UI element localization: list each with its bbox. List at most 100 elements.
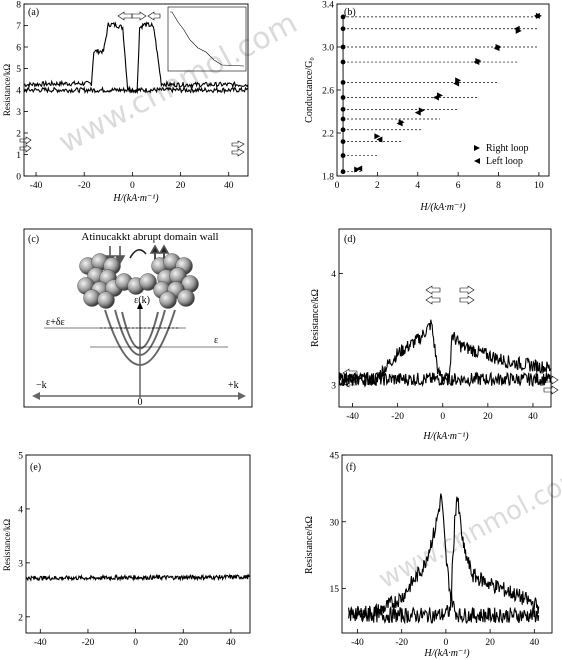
right-arrow-icon [231, 148, 245, 157]
panel-d-series-2 [338, 332, 552, 388]
watermark-2: www.cnnmol.com [374, 461, 562, 595]
y-tick-label: 2.2 [322, 130, 334, 140]
panel-a-label: (a) [28, 7, 39, 18]
panel-d-xlabel: H/(kA·m⁻¹) [422, 431, 469, 442]
panel-e-ticks: -40 -20 0 20 40 2 3 4 5 [18, 452, 236, 649]
panel-a-series-2 [23, 21, 249, 94]
panel-f-frame [341, 454, 553, 634]
panel-c-label: (c) [28, 234, 39, 245]
panel-f-xlabel: H/(kA·m⁻¹) [423, 648, 470, 659]
x-tick-label: 0 [133, 638, 138, 648]
y-tick-label: 3 [18, 559, 23, 569]
panel-d-data [338, 319, 552, 388]
x-tick-label: -20 [82, 638, 95, 648]
left-arrow-icon [425, 285, 441, 295]
left-loop-point [533, 12, 540, 19]
left-loop-point [432, 94, 439, 101]
panel-b: (b) Conductance/G₀ H/(kA·m⁻¹) 0 2 4 6 8 10 1.8… [304, 1, 550, 213]
x-tick-label: 0 [444, 638, 449, 648]
panel-e-series-1 [25, 573, 251, 582]
panel-a-xlabel: H/(kA·m⁻¹) [112, 193, 159, 204]
panel-a-ticks: -40 -20 0 20 40 0 1 2 3 4 5 6 7 8 [16, 1, 233, 192]
panel-d: (d) Resistance/kΩ H/(kA·m⁻¹) -40 -20 0 20 40… [310, 228, 559, 442]
x-tick-label: 20 [176, 181, 186, 191]
k-axis-right-arrow-icon [238, 392, 246, 400]
x-tick-label: 6 [456, 181, 461, 191]
x-tick-label: 0 [335, 181, 340, 191]
x-tick-label: -20 [78, 181, 91, 191]
y-tick-label: 3.0 [322, 44, 334, 54]
legend-right-loop: Right loop [486, 143, 529, 154]
panel-a-data [23, 21, 249, 95]
left-arrow-icon [342, 378, 358, 388]
x-tick-label: -40 [351, 638, 364, 648]
panel-c-title: Atinucakkt abrupt domain wall [81, 231, 218, 243]
k-pos-label: +k [228, 380, 239, 391]
left-arrow-icon [19, 136, 32, 145]
x-tick-label: -40 [346, 412, 359, 422]
right-arrow-icon [543, 375, 559, 385]
k-axis-left-arrow-icon [32, 392, 40, 400]
y-tick-label: 5 [16, 65, 21, 75]
left-loop-point [396, 120, 403, 127]
right-arrow-icon [543, 385, 559, 395]
right-loop-point [374, 133, 381, 140]
panel-e: (e) Resistance/kΩ -40 -20 0 20 40 2 3 4 5 [2, 452, 251, 649]
zero-label: 0 [138, 397, 143, 408]
x-tick-label: -20 [395, 638, 408, 648]
left-loop-point [453, 80, 460, 87]
y-tick-label: 30 [330, 518, 340, 528]
right-arrow-icon [459, 295, 475, 305]
left-arrow-icon [147, 11, 161, 21]
panel-f-data [348, 493, 540, 625]
left-loop-marker-icon [474, 158, 480, 164]
eps-k-label: ε(k) [134, 295, 150, 306]
x-tick-label: 40 [226, 638, 236, 648]
y-tick-label: 3 [16, 108, 21, 118]
y-tick-label: 45 [330, 452, 340, 462]
panel-e-label: (e) [30, 462, 41, 473]
x-tick-label: 10 [534, 181, 544, 191]
left-arrow-icon [342, 368, 358, 378]
atom-sphere [159, 291, 177, 309]
y-tick-label: 6 [16, 44, 21, 54]
atom-sphere [97, 291, 115, 309]
y-tick-label: 1.8 [322, 173, 334, 183]
atom-sphere [139, 273, 157, 291]
x-tick-label: 0 [440, 412, 445, 422]
y-tick-label: 7 [16, 22, 21, 32]
dispersion-mid [114, 309, 166, 356]
y-tick-label: 1 [16, 151, 21, 161]
panel-d-ticks: -40 -20 0 20 40 3 4 [331, 270, 538, 422]
energy-axis-arrow-icon [137, 302, 143, 309]
right-arrow-icon [231, 140, 245, 149]
left-loop-point [493, 45, 500, 52]
panel-a-inset-frame [167, 6, 247, 72]
y-tick-label: 3 [331, 381, 336, 391]
panel-f: (f) Resistance/kΩ H/(kA·m⁻¹) -40 -20 0 20 40… [304, 452, 553, 659]
panel-f-ylabel: Resistance/kΩ [304, 516, 315, 574]
x-tick-label: 2 [375, 181, 380, 191]
right-loop-point [354, 166, 361, 173]
y-tick-label: 15 [330, 585, 340, 595]
legend-left-loop: Left loop [486, 156, 523, 167]
panel-b-ylabel: Conductance/G₀ [304, 57, 315, 123]
k-neg-label: −k [36, 380, 47, 391]
panel-d-arrows [342, 285, 559, 395]
panel-f-series-2 [348, 496, 540, 625]
x-tick-label: 20 [483, 412, 493, 422]
panel-b-data [340, 12, 542, 175]
y-tick-label: 2.6 [322, 87, 334, 97]
eps-de-label: ε+δε [46, 317, 65, 328]
y-tick-label: 4 [331, 270, 336, 280]
panel-a-ylabel: Resistance/kΩ [2, 64, 12, 116]
panel-a-arrows [19, 11, 245, 157]
x-tick-label: 4 [415, 181, 420, 191]
panel-e-frame [25, 454, 251, 634]
panel-d-frame [338, 228, 552, 408]
y-tick-label: 8 [16, 1, 21, 11]
left-arrow-icon [117, 11, 133, 21]
panel-b-label: (b) [344, 7, 356, 18]
left-loop-point [513, 25, 520, 32]
